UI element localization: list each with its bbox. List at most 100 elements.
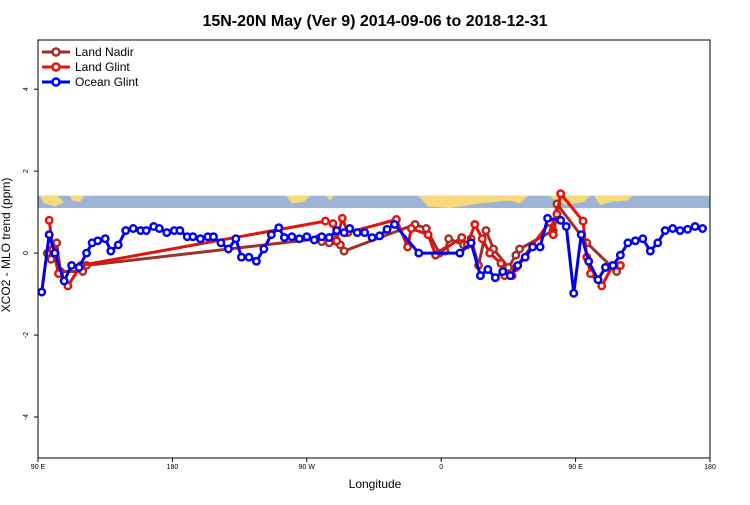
data-point — [496, 258, 506, 268]
map-band-ocean — [38, 195, 710, 209]
y-axis: -4 -2 0 2 4 — [23, 87, 38, 420]
data-point — [612, 267, 622, 276]
data-point — [339, 228, 349, 238]
data-point — [675, 226, 685, 236]
data-point — [683, 224, 693, 234]
data-point — [294, 234, 304, 244]
data-point — [82, 248, 91, 258]
y-tick-label: -4 — [23, 414, 30, 420]
data-point — [50, 248, 60, 258]
data-point — [466, 238, 476, 248]
data-point — [332, 236, 342, 246]
data-point — [337, 213, 347, 223]
data-point — [309, 235, 319, 245]
data-point — [601, 262, 610, 272]
data-point — [561, 222, 571, 231]
data-point — [390, 219, 399, 229]
data-point — [513, 260, 523, 270]
map-land-patch — [418, 195, 512, 209]
data-point — [332, 226, 342, 236]
data-point — [505, 271, 515, 281]
data-point — [569, 288, 579, 298]
data-point — [382, 224, 392, 234]
data-point — [515, 244, 525, 254]
map-land-patch — [40, 195, 64, 207]
data-point — [237, 252, 246, 262]
data-point — [457, 233, 467, 242]
data-point — [251, 256, 261, 266]
x-tick-label: 90 E — [568, 464, 583, 471]
data-point — [528, 242, 538, 252]
data-point — [498, 267, 508, 276]
data-point — [375, 231, 385, 241]
data-point — [548, 230, 558, 240]
data-point — [556, 189, 566, 199]
data-point — [324, 233, 334, 242]
data-point — [597, 281, 607, 291]
legend-label: Land Nadir — [75, 45, 134, 59]
data-point — [37, 287, 47, 297]
data-point — [162, 228, 172, 238]
data-point — [266, 230, 276, 240]
legend-item: Land Nadir — [42, 45, 134, 59]
data-point — [128, 224, 138, 233]
data-point — [615, 250, 625, 260]
data-point — [593, 275, 603, 285]
data-point — [660, 226, 670, 236]
data-point — [154, 224, 164, 233]
y-tick-label: 4 — [23, 87, 30, 91]
data-point — [279, 233, 289, 242]
x-tick-label: 180 — [167, 464, 179, 471]
data-point — [67, 260, 77, 270]
data-point — [223, 244, 233, 254]
y-tick-label: -2 — [23, 332, 30, 338]
legend-marker — [51, 77, 61, 87]
data-point — [321, 216, 330, 226]
data-point — [485, 248, 495, 258]
data-point — [414, 248, 424, 258]
data-point — [216, 238, 226, 248]
legend-item: Ocean Glint — [42, 75, 139, 89]
data-point — [345, 224, 355, 233]
data-point — [576, 230, 586, 240]
plot-frame — [37, 39, 711, 459]
data-point — [195, 234, 205, 244]
legend-label: Ocean Glint — [75, 75, 139, 89]
data-point — [274, 223, 284, 233]
map-land-patch — [70, 195, 84, 202]
data-point — [444, 234, 454, 244]
data-point — [287, 232, 297, 242]
data-point — [44, 215, 54, 225]
data-point — [59, 276, 69, 286]
data-point — [653, 238, 663, 248]
data-point — [74, 262, 84, 272]
data-point — [511, 250, 521, 260]
legend-label: Land Glint — [75, 60, 130, 74]
legend-marker — [51, 62, 61, 72]
data-point — [578, 216, 588, 226]
data-point — [175, 226, 185, 236]
data-point — [490, 273, 500, 283]
x-axis: 90 E 180 90 W 0 90 E 180 — [31, 458, 716, 471]
data-point — [584, 256, 594, 266]
data-point — [259, 244, 269, 254]
data-point — [93, 236, 103, 246]
x-tick-label: 0 — [439, 464, 443, 471]
data-point — [339, 246, 349, 256]
data-point — [543, 213, 553, 223]
data-point — [552, 209, 562, 219]
data-point — [690, 222, 700, 231]
data-point — [209, 232, 218, 242]
series-layer — [37, 189, 707, 298]
legend-item: Land Glint — [42, 60, 130, 74]
data-point — [44, 230, 54, 240]
data-point — [481, 226, 491, 236]
map-land-patch — [326, 195, 334, 201]
x-axis-label: Longitude — [349, 477, 402, 491]
data-point — [100, 234, 110, 244]
y-axis-label: XCO2 - MLO trend (ppm) — [0, 178, 13, 313]
map-land-patch — [594, 195, 632, 205]
data-point — [470, 219, 480, 229]
